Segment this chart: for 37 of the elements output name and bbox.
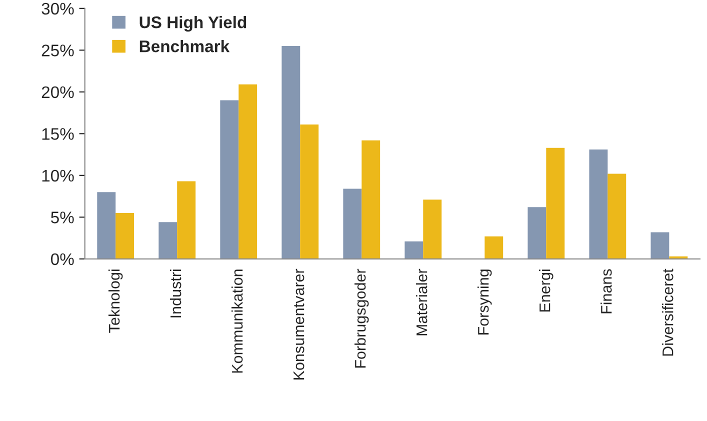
x-tick-label: Kommunikation xyxy=(231,270,243,373)
bar xyxy=(608,174,626,259)
bar xyxy=(343,188,362,259)
bar xyxy=(238,84,258,259)
x-tick-label: Konsumentvarer xyxy=(294,268,304,380)
bar xyxy=(484,236,504,259)
bar xyxy=(362,140,380,259)
bar xyxy=(404,241,424,259)
bar xyxy=(300,124,319,259)
x-tick-label: Industri xyxy=(170,270,182,318)
x-tick-label: Materialer xyxy=(416,268,428,336)
y-tick-label: 10% xyxy=(42,170,74,182)
bar xyxy=(546,148,565,259)
x-tick-label: Forsyning xyxy=(478,270,492,334)
y-tick-label: 0% xyxy=(50,253,74,266)
bar xyxy=(589,150,608,259)
x-tick-label: Diversificeret xyxy=(662,268,674,356)
bar xyxy=(423,200,442,259)
x-tick-label: Teknologi xyxy=(108,270,123,333)
legend-label: Benchmark xyxy=(140,40,230,52)
x-tick-label: Forbrugsgoder xyxy=(354,268,369,368)
x-tick-label: Energi xyxy=(539,270,554,312)
y-tick-label: 5% xyxy=(51,212,74,224)
y-tick-label: 15% xyxy=(42,128,74,140)
bar xyxy=(116,212,134,259)
bar xyxy=(282,46,300,259)
legend-label: US High Yield xyxy=(140,16,246,32)
bar xyxy=(220,100,239,259)
y-tick-label: 30% xyxy=(42,2,74,15)
bar xyxy=(650,232,670,259)
bar xyxy=(177,181,196,259)
bar xyxy=(528,207,546,259)
bar xyxy=(97,192,116,259)
bar xyxy=(158,222,178,259)
y-tick-label: 20% xyxy=(42,86,74,98)
x-tick-label: Finans xyxy=(600,269,612,314)
y-tick-label: 25% xyxy=(42,44,74,56)
